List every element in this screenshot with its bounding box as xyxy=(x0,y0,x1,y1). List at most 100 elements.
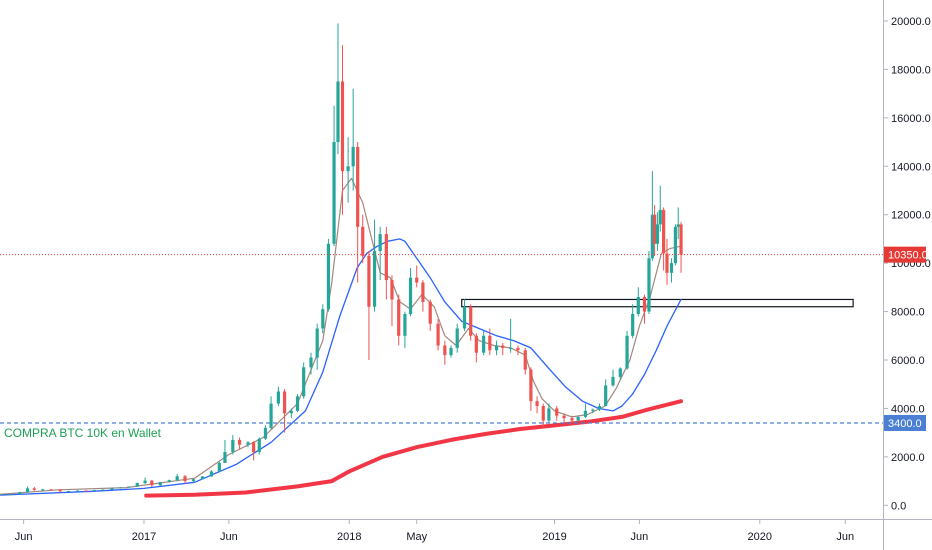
candle[interactable] xyxy=(276,386,280,407)
candle[interactable] xyxy=(0,493,2,496)
candle-body[interactable] xyxy=(58,489,62,492)
candle-body[interactable] xyxy=(570,418,574,421)
candle-body[interactable] xyxy=(135,483,139,487)
candle[interactable] xyxy=(604,379,608,407)
candle[interactable] xyxy=(462,299,467,331)
candle-body[interactable] xyxy=(384,234,388,281)
candle[interactable] xyxy=(9,493,13,496)
candle-body[interactable] xyxy=(200,476,205,480)
candle-body[interactable] xyxy=(92,490,97,492)
candle-body[interactable] xyxy=(443,345,447,356)
candle-body[interactable] xyxy=(516,347,520,351)
candle[interactable] xyxy=(76,490,80,492)
candle[interactable] xyxy=(541,403,545,428)
candle-body[interactable] xyxy=(372,251,377,307)
candle[interactable] xyxy=(443,340,447,365)
candle-body[interactable] xyxy=(367,255,371,307)
candle-body[interactable] xyxy=(76,490,80,492)
candle-body[interactable] xyxy=(101,489,105,491)
candle-body[interactable] xyxy=(529,369,533,402)
plot-area[interactable] xyxy=(0,23,854,498)
candle[interactable] xyxy=(562,413,566,423)
candle-body[interactable] xyxy=(127,486,131,488)
candle[interactable] xyxy=(469,304,473,341)
candle[interactable] xyxy=(257,437,261,455)
candle[interactable] xyxy=(570,415,574,423)
candle[interactable] xyxy=(650,171,654,261)
candle[interactable] xyxy=(346,137,350,203)
candle[interactable] xyxy=(252,441,256,461)
candle[interactable] xyxy=(642,294,647,324)
candle[interactable] xyxy=(25,486,30,493)
candle-body[interactable] xyxy=(332,142,336,244)
candle[interactable] xyxy=(618,367,622,380)
candle[interactable] xyxy=(326,238,331,312)
candle-body[interactable] xyxy=(647,258,651,312)
candle-body[interactable] xyxy=(541,406,545,421)
candle-body[interactable] xyxy=(631,313,635,336)
candle-body[interactable] xyxy=(509,347,513,349)
candle-body[interactable] xyxy=(653,214,657,244)
candle-body[interactable] xyxy=(175,476,179,481)
candle[interactable] xyxy=(653,205,657,256)
candle-body[interactable] xyxy=(676,224,680,227)
candle-body[interactable] xyxy=(340,81,345,172)
candle[interactable] xyxy=(679,221,683,273)
candle[interactable] xyxy=(665,238,669,285)
candle[interactable] xyxy=(158,481,162,486)
candle-body[interactable] xyxy=(209,471,214,477)
candle-body[interactable] xyxy=(289,410,293,414)
candle-body[interactable] xyxy=(356,146,360,227)
candle[interactable] xyxy=(127,486,131,488)
candle-body[interactable] xyxy=(494,345,499,351)
candle[interactable] xyxy=(295,393,300,413)
candle-body[interactable] xyxy=(611,376,615,386)
candle-body[interactable] xyxy=(257,438,261,453)
candle-body[interactable] xyxy=(302,367,306,397)
candle-body[interactable] xyxy=(167,480,171,483)
candle[interactable] xyxy=(84,490,88,492)
candle[interactable] xyxy=(67,490,71,493)
candle-body[interactable] xyxy=(462,306,467,329)
candle-body[interactable] xyxy=(351,146,355,167)
candle[interactable] xyxy=(351,88,355,191)
candle[interactable] xyxy=(474,333,478,363)
candle[interactable] xyxy=(662,207,666,271)
y-axis[interactable]: 0.02000.04000.06000.08000.010000.012000.… xyxy=(883,16,931,512)
candle-body[interactable] xyxy=(18,492,22,495)
candle[interactable] xyxy=(591,408,595,414)
candle-body[interactable] xyxy=(436,323,440,346)
candle[interactable] xyxy=(282,389,287,433)
candle-body[interactable] xyxy=(282,391,287,414)
candle[interactable] xyxy=(436,318,440,351)
x-axis[interactable]: Jun 2017 Jun 2018 May 2019 Jun 2020 Jun xyxy=(15,519,854,543)
candle-body[interactable] xyxy=(501,345,505,348)
candle[interactable] xyxy=(209,470,214,477)
candle[interactable] xyxy=(231,435,235,455)
candle-body[interactable] xyxy=(650,214,654,259)
candle-body[interactable] xyxy=(673,226,678,264)
candle[interactable] xyxy=(555,406,559,421)
support-price-badge[interactable]: 3400.0 xyxy=(884,414,926,431)
candle-body[interactable] xyxy=(390,280,394,300)
candle-body[interactable] xyxy=(326,243,331,310)
candle[interactable] xyxy=(655,212,660,252)
series-line-ma-fast[interactable] xyxy=(0,177,682,495)
candle[interactable] xyxy=(41,488,45,491)
candle-body[interactable] xyxy=(150,480,154,486)
candle[interactable] xyxy=(428,299,432,331)
candle[interactable] xyxy=(336,23,340,155)
candle[interactable] xyxy=(421,280,425,312)
candle[interactable] xyxy=(246,441,250,448)
candle[interactable] xyxy=(378,226,382,281)
candle-body[interactable] xyxy=(276,391,280,404)
candle-body[interactable] xyxy=(217,462,221,472)
candle[interactable] xyxy=(449,345,453,358)
candle[interactable] xyxy=(101,489,105,491)
candle[interactable] xyxy=(263,425,268,440)
candle-body[interactable] xyxy=(535,401,539,407)
candle[interactable] xyxy=(509,318,513,353)
candle-body[interactable] xyxy=(263,427,268,439)
candle[interactable] xyxy=(367,251,371,361)
candle-body[interactable] xyxy=(231,439,235,453)
